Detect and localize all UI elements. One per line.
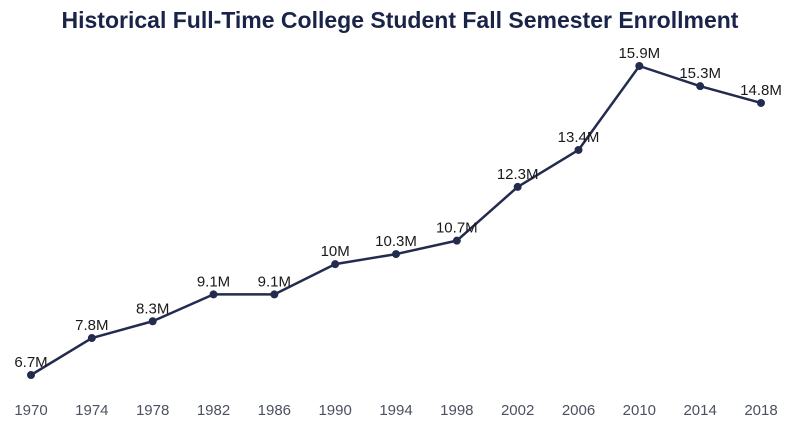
data-point-label: 10.7M <box>436 220 478 237</box>
data-point <box>513 182 522 191</box>
data-point-label: 9.1M <box>197 273 230 290</box>
x-axis-tick-label: 2002 <box>501 402 534 419</box>
data-point <box>148 317 157 326</box>
data-point <box>757 98 765 107</box>
x-axis-tick-label: 1978 <box>136 402 169 419</box>
x-axis-tick-label: 1998 <box>440 402 473 419</box>
data-point-label: 7.8M <box>75 317 108 334</box>
chart-title: Historical Full-Time College Student Fal… <box>61 7 739 33</box>
data-point <box>452 236 461 245</box>
data-point <box>392 250 400 259</box>
data-point-label: 6.7M <box>14 354 47 371</box>
data-point <box>331 260 340 269</box>
data-point-label: 8.3M <box>136 300 169 317</box>
data-point-label: 15.9M <box>618 45 660 62</box>
data-point-label: 10M <box>321 243 350 260</box>
data-point-label: 12.3M <box>497 166 539 183</box>
x-axis-tick-label: 1982 <box>197 402 230 419</box>
data-point-label: 14.8M <box>740 82 782 99</box>
x-axis-tick-label: 1974 <box>75 402 108 419</box>
line-series <box>29 64 763 377</box>
data-point <box>209 290 218 299</box>
data-point <box>270 290 279 299</box>
x-axis-tick-label: 2010 <box>623 402 656 419</box>
data-point-label: 9.1M <box>258 273 291 290</box>
x-axis-tick-label: 1970 <box>14 402 47 419</box>
data-point <box>87 334 96 343</box>
data-point <box>574 145 583 154</box>
data-point <box>696 82 705 91</box>
x-axis-tick-label: 2014 <box>683 402 716 419</box>
data-point-label: 13.4M <box>558 129 600 146</box>
data-point-label: 10.3M <box>375 233 417 250</box>
x-axis-tick-label: 1990 <box>318 402 351 419</box>
x-axis-tick-label: 2006 <box>562 402 595 419</box>
data-point <box>27 371 35 379</box>
x-axis-tick-label: 1986 <box>258 402 291 419</box>
data-point-label: 15.3M <box>679 65 721 82</box>
x-axis-tick-label: 2018 <box>744 402 777 419</box>
data-point <box>635 62 644 70</box>
x-axis-tick-label: 1994 <box>379 402 412 419</box>
